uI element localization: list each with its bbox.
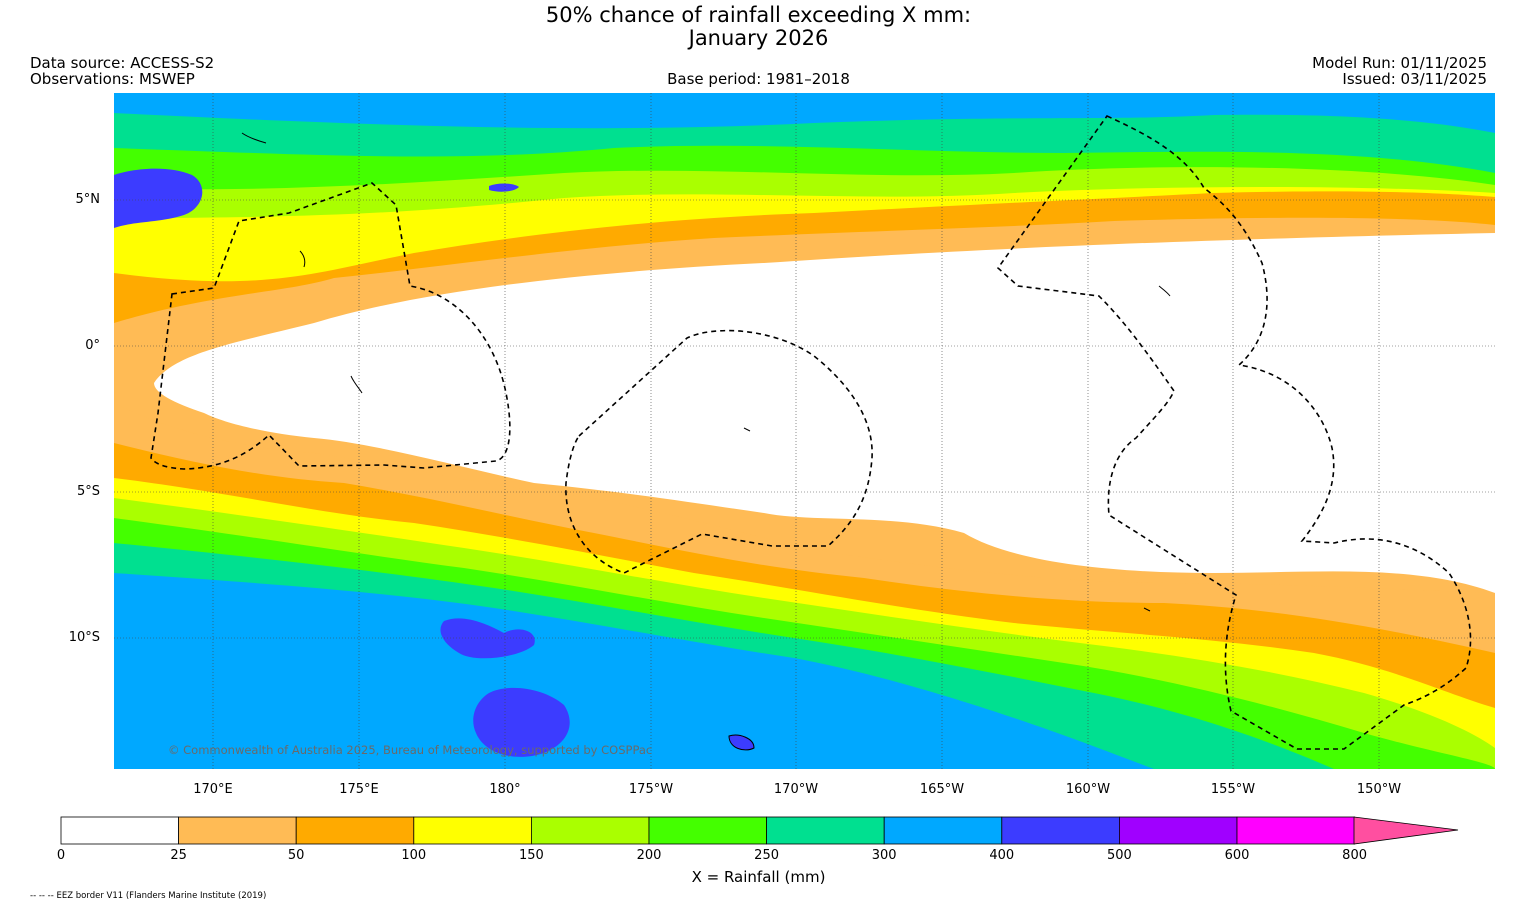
base-period-label: Base period: 1981–2018 (667, 70, 850, 88)
eez-kiribati-phoenix (565, 329, 873, 574)
lon-label-150w: 150°W (1356, 782, 1402, 797)
eez-footnote: -- -- -- EEZ border V11 (Flanders Marine… (30, 891, 267, 901)
observations-label: Observations: MSWEP (30, 70, 195, 88)
issued-label: Issued: 03/11/2025 (1342, 70, 1487, 88)
lon-label-165w: 165°W (919, 782, 965, 797)
lon-label-175e: 175°E (339, 782, 379, 797)
colorbar-tick-label: 50 (287, 848, 305, 863)
colorbar-swatch (648, 816, 767, 845)
eez-borders (150, 114, 1472, 750)
colorbar-swatch (1236, 816, 1355, 845)
colorbar-title: X = Rainfall (mm) (691, 868, 826, 886)
colorbar-swatch (1001, 816, 1120, 845)
band-0-25-dry (154, 233, 1495, 593)
colorbar-tick-label: 300 (871, 848, 897, 863)
colorbar-swatch (766, 816, 885, 845)
colorbar-tick-label: 150 (518, 848, 544, 863)
colorbar-tick-label: 400 (989, 848, 1015, 863)
lon-label-170w: 170°W (773, 782, 819, 797)
colorbar-swatches (60, 816, 1355, 845)
colorbar-tick-label: 600 (1224, 848, 1250, 863)
lon-label-155w: 155°W (1210, 782, 1256, 797)
lon-label-160w: 160°W (1065, 782, 1111, 797)
colorbar-graphic (60, 816, 1459, 845)
colorbar-tick-label: 250 (754, 848, 779, 863)
colorbar-swatch (530, 816, 650, 845)
colorbar-swatch (295, 816, 415, 845)
lon-label-180: 180° (489, 782, 521, 797)
colorbar-swatch (413, 816, 532, 845)
colorbar-swatch (883, 816, 1003, 845)
colorbar-tick-label: 200 (636, 848, 662, 863)
lon-label-175w: 175°W (628, 782, 674, 797)
data-source-label: Data source: ACCESS-S2 (30, 54, 215, 72)
graticule (114, 93, 1495, 769)
rainfall-map-graphic (114, 93, 1495, 769)
title-line-1: 50% chance of rainfall exceeding X mm: (545, 3, 972, 27)
colorbar-swatch (178, 816, 297, 845)
colorbar-tick-label: 100 (401, 848, 427, 863)
band-400-500-north (489, 183, 519, 192)
lat-label-5n: 5°N (75, 192, 101, 207)
colorbar-tick-label: 800 (1342, 848, 1367, 863)
lon-label-170e: 170°E (193, 782, 233, 797)
colorbar (60, 816, 1460, 846)
colorbar-tick-label: 25 (170, 848, 187, 863)
colorbar-swatch (1119, 816, 1238, 845)
band-400-500-west (114, 168, 203, 228)
model-run-label: Model Run: 01/11/2025 (1312, 54, 1487, 72)
rainfall-map: © Commonwealth of Australia 2025, Bureau… (114, 93, 1495, 769)
lat-label-0: 0° (85, 338, 100, 353)
chart-title: 50% chance of rainfall exceeding X mm: J… (0, 4, 1517, 50)
band-400-500-south-2 (473, 687, 570, 757)
eez-kiribati-gilberts (150, 182, 511, 470)
eez-kiribati-line (996, 114, 1472, 750)
title-line-2: January 2026 (688, 26, 829, 50)
islands (241, 132, 1171, 751)
lat-label-5s: 5°S (76, 484, 100, 499)
colorbar-extend-triangle (1353, 816, 1459, 845)
colorbar-tick-label: 0 (56, 848, 66, 863)
band-400-500-south-1 (440, 618, 535, 659)
colorbar-swatch (60, 816, 179, 845)
lat-label-10s: 10°S (68, 630, 100, 645)
colorbar-tick-label: 500 (1106, 848, 1132, 863)
band-300-400-south (114, 573, 1154, 769)
copyright-credit: © Commonwealth of Australia 2025, Bureau… (168, 743, 653, 757)
